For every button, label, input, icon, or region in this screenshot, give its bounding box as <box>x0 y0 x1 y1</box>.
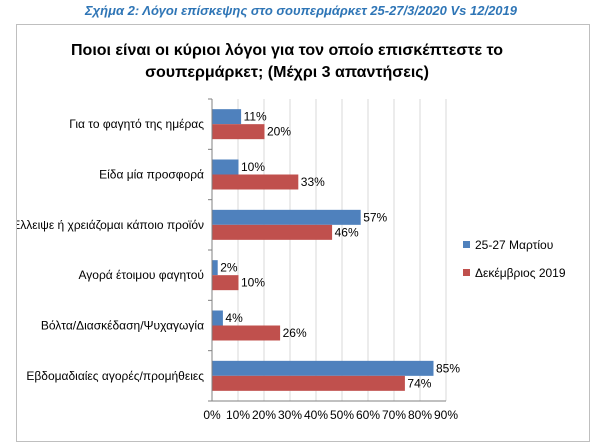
data-label: 26% <box>283 326 307 340</box>
legend-label: Δεκέμβριος 2019 <box>475 266 566 280</box>
bar-series-2 <box>212 174 299 190</box>
chart-title-line: σουπερμάρκετ; (Μέχρι 3 απαντήσεις) <box>145 64 429 81</box>
bar-series-1 <box>212 360 434 376</box>
category-label: Είδα μία προσφορά <box>99 168 204 182</box>
legend-swatch <box>463 269 470 276</box>
data-label: 2% <box>220 261 238 275</box>
figure-caption: Σχήμα 2: Λόγοι επίσκεψης στο σουπερμάρκε… <box>84 3 517 18</box>
x-tick-label: 90% <box>434 408 458 422</box>
bar-series-2 <box>212 224 333 240</box>
x-tick-label: 30% <box>278 408 302 422</box>
data-label: 33% <box>301 175 325 189</box>
bar-series-2 <box>212 275 239 291</box>
data-label: 20% <box>267 125 291 139</box>
bar-series-1 <box>212 310 223 326</box>
data-label: 46% <box>335 225 359 239</box>
x-tick-label: 80% <box>408 408 432 422</box>
bar-series-1 <box>212 109 242 125</box>
chart-frame: Ποιοι είναι οι κύριοι λόγοι για τον οποί… <box>16 24 590 442</box>
x-tick-label: 50% <box>330 408 354 422</box>
x-tick-label: 0% <box>203 408 221 422</box>
category-label: Βόλτα/Διασκέδαση/Ψυχαγωγία <box>41 319 204 333</box>
bar-series-1 <box>212 260 218 276</box>
data-label: 4% <box>225 311 243 325</box>
x-tick-label: 70% <box>382 408 406 422</box>
bar-series-2 <box>212 124 265 140</box>
chart-title-line: Ποιοι είναι οι κύριοι λόγοι για τον οποί… <box>71 42 503 59</box>
category-label: Αγορά έτοιμου φαγητού <box>78 268 204 282</box>
data-label: 74% <box>407 376 431 390</box>
x-tick-label: 40% <box>304 408 328 422</box>
bar-series-2 <box>212 325 281 341</box>
legend-label: 25-27 Μαρτίου <box>475 238 553 252</box>
bar-series-1 <box>212 159 239 175</box>
legend-swatch <box>463 241 470 248</box>
data-label: 85% <box>436 361 460 375</box>
x-tick-label: 60% <box>356 408 380 422</box>
bar-series-2 <box>212 375 405 391</box>
bar-series-1 <box>212 209 361 225</box>
bar-chart: Ποιοι είναι οι κύριοι λόγοι για τον οποί… <box>17 42 566 422</box>
data-label: 11% <box>244 110 267 124</box>
x-tick-label: 20% <box>252 408 276 422</box>
category-label: Έλλειψε ή χρειάζομαι κάποιο προϊόν <box>17 218 204 232</box>
x-tick-label: 10% <box>226 408 250 422</box>
data-label: 10% <box>241 276 265 290</box>
category-label: Για το φαγητό της ημέρας <box>69 117 204 131</box>
data-label: 57% <box>363 210 387 224</box>
data-label: 10% <box>241 160 265 174</box>
category-label: Εβδομαδιαίες αγορές/προμήθειες <box>26 369 204 383</box>
